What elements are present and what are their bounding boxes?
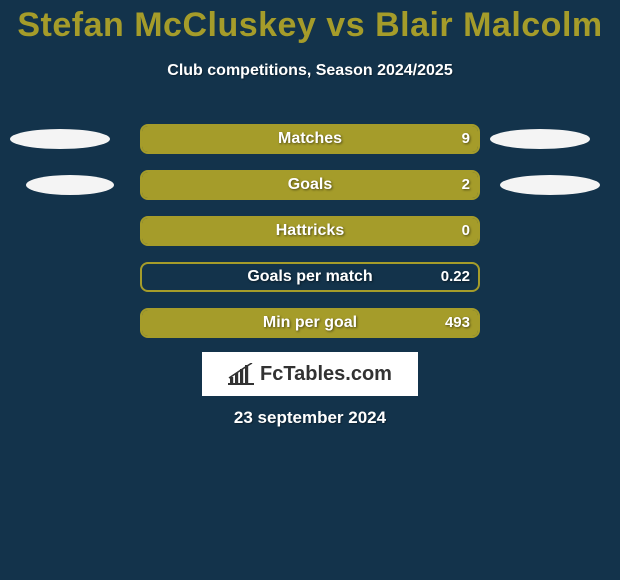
- stat-bar-fill: [142, 172, 478, 198]
- subtitle: Club competitions, Season 2024/2025: [0, 62, 620, 80]
- player-right-ellipse: [500, 175, 600, 195]
- stat-row: Goals per match0.22: [0, 262, 620, 292]
- stat-bar: Goals per match0.22: [140, 262, 480, 292]
- stat-right-value: 0.22: [441, 264, 470, 290]
- stat-bar: Min per goal493: [140, 308, 480, 338]
- bar-chart-icon: [228, 363, 254, 385]
- stat-row: Matches9: [0, 124, 620, 154]
- stat-label: Goals per match: [142, 264, 478, 290]
- player-left-ellipse: [26, 175, 114, 195]
- stat-bar: Matches9: [140, 124, 480, 154]
- comparison-infographic: Stefan McCluskey vs Blair Malcolm Club c…: [0, 0, 620, 580]
- stat-bar-fill: [142, 218, 478, 244]
- brand-text: FcTables.com: [260, 363, 392, 386]
- stat-bar: Goals2: [140, 170, 480, 200]
- stat-row: Hattricks0: [0, 216, 620, 246]
- brand-badge: FcTables.com: [202, 352, 418, 396]
- stat-bar-fill: [142, 310, 478, 336]
- stat-row: Goals2: [0, 170, 620, 200]
- page-title: Stefan McCluskey vs Blair Malcolm: [0, 6, 620, 45]
- stat-bar: Hattricks0: [140, 216, 480, 246]
- stat-bar-fill: [142, 126, 478, 152]
- player-right-ellipse: [490, 129, 590, 149]
- date-text: 23 september 2024: [0, 408, 620, 428]
- player-left-ellipse: [10, 129, 110, 149]
- stats-rows: Matches9 Goals2 Hattricks0 Goals per match0…: [0, 124, 620, 354]
- stat-row: Min per goal493: [0, 308, 620, 338]
